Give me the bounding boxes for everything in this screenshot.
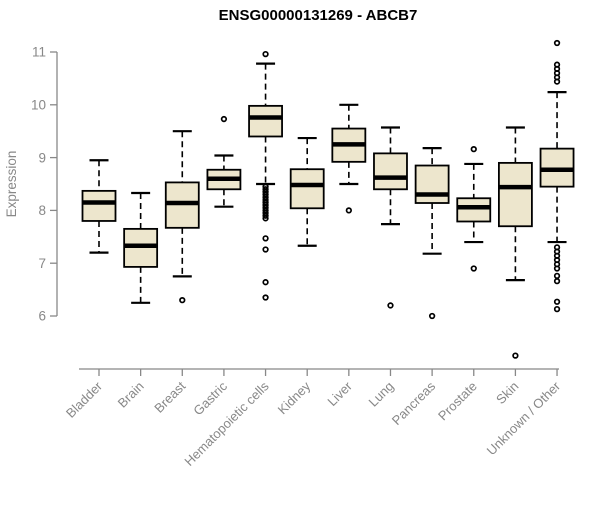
outlier-point (428, 312, 436, 320)
outlier-point (262, 279, 269, 286)
outlier-point (553, 78, 561, 85)
box-group (497, 126, 533, 359)
x-tick-label: Kidney (275, 378, 314, 417)
y-tick-label: 10 (31, 98, 46, 113)
box-group (539, 39, 575, 313)
outlier-point (553, 298, 561, 305)
outlier-point (553, 265, 561, 272)
y-axis-label: Expression (4, 151, 19, 218)
box-group (164, 130, 200, 304)
outlier-point (553, 305, 561, 313)
box-group (456, 146, 492, 272)
outlier-point (262, 235, 269, 242)
x-tick-label: Pancreas (389, 378, 439, 428)
iqr-box (456, 197, 492, 223)
outlier-point (470, 146, 477, 153)
x-tick-label: Lung (366, 379, 397, 410)
outlier-point (179, 297, 186, 304)
y-tick-label: 8 (38, 203, 46, 218)
chart-title: ENSG00000131269 - ABCB7 (219, 7, 418, 24)
outlier-point (262, 294, 269, 301)
x-tick-label: Unknown / Other (484, 378, 564, 458)
box-group (373, 126, 408, 309)
y-tick-label: 6 (38, 309, 46, 324)
outlier-point (553, 39, 561, 47)
outlier-point (262, 215, 269, 222)
y-tick-label: 11 (32, 45, 46, 60)
box-group (81, 159, 117, 254)
box-group (248, 50, 283, 301)
x-tick-label: Skin (493, 379, 521, 407)
iqr-box (414, 164, 450, 204)
iqr-box (81, 189, 117, 222)
outlier-point (345, 207, 352, 214)
x-tick-label: Prostate (435, 379, 480, 424)
outlier-point (470, 265, 477, 272)
x-tick-label: Gastric (190, 378, 230, 418)
outlier-point (553, 278, 561, 285)
box-group (289, 136, 325, 247)
iqr-box (289, 168, 325, 210)
boxplot-series (81, 39, 575, 359)
outlier-point (553, 272, 561, 280)
x-tick-label: Brain (115, 379, 147, 411)
outlier-point (262, 246, 269, 253)
x-tick-label: Bladder (63, 378, 106, 421)
iqr-box (497, 161, 533, 228)
box-group (331, 103, 367, 214)
box-group (123, 191, 159, 304)
y-tick-label: 7 (38, 256, 46, 271)
y-tick-label: 9 (38, 150, 46, 165)
outlier-point (220, 115, 228, 123)
box-group (414, 146, 450, 320)
iqr-box (373, 152, 408, 191)
box-group (206, 115, 242, 208)
outlier-point (262, 212, 269, 219)
x-tick-label: Breast (151, 378, 188, 415)
iqr-box (248, 104, 283, 138)
outlier-point (262, 50, 269, 58)
outlier-point (512, 352, 519, 359)
x-tick-label: Liver (324, 378, 355, 409)
outlier-point (387, 302, 394, 309)
